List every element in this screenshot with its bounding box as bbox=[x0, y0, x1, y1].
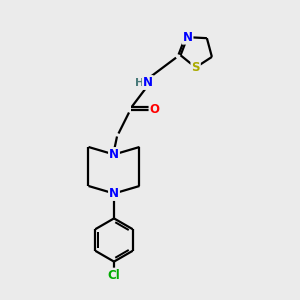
Text: N: N bbox=[109, 187, 119, 200]
Text: N: N bbox=[109, 148, 119, 161]
Text: N: N bbox=[182, 31, 193, 44]
Text: S: S bbox=[191, 61, 200, 74]
Text: Cl: Cl bbox=[108, 268, 120, 282]
Text: O: O bbox=[149, 103, 160, 116]
Text: N: N bbox=[143, 76, 153, 89]
Text: H: H bbox=[135, 77, 144, 88]
